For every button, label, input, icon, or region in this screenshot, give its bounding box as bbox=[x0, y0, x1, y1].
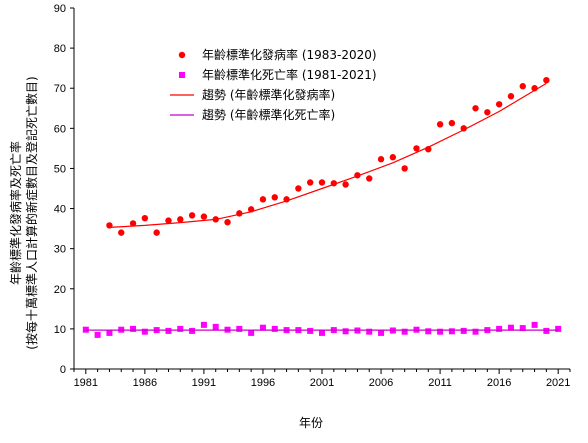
y-tick-label: 40 bbox=[54, 204, 66, 216]
series-1-point bbox=[425, 328, 432, 335]
legend-swatch-1 bbox=[179, 72, 185, 78]
y-tick-label: 50 bbox=[54, 163, 66, 175]
series-1-point bbox=[200, 321, 207, 328]
legend-label-3: 趨勢 (年齡標準化死亡率) bbox=[202, 107, 335, 122]
series-0-point bbox=[377, 156, 385, 163]
series-0-point bbox=[165, 217, 172, 224]
series-0-point bbox=[543, 77, 550, 84]
y-tick-label: 10 bbox=[54, 324, 66, 336]
series-0-point bbox=[460, 125, 467, 132]
series-1-point bbox=[248, 329, 255, 336]
series-1-point bbox=[141, 328, 148, 335]
series-0-point bbox=[224, 218, 231, 226]
series-1-point bbox=[106, 329, 113, 336]
series-1-point bbox=[378, 329, 385, 336]
x-tick-label: 2001 bbox=[310, 377, 334, 389]
series-1-point bbox=[189, 327, 196, 334]
y-tick-label: 70 bbox=[54, 83, 66, 95]
series-0-point bbox=[177, 216, 184, 223]
series-0-point bbox=[401, 165, 408, 172]
legend-label-1: 年齡標準化死亡率 (1981-2021) bbox=[202, 67, 377, 82]
series-1-point bbox=[130, 325, 137, 332]
x-tick-label: 1991 bbox=[192, 377, 216, 389]
series-1-point bbox=[342, 328, 349, 335]
y-tick-label: 90 bbox=[54, 3, 66, 15]
y-axis-title-line2: (按每十萬標準人口計算的新症數目及登記死亡數目) bbox=[24, 76, 39, 349]
x-tick-label: 1986 bbox=[133, 377, 157, 389]
series-1-point bbox=[177, 325, 184, 332]
series-1-point bbox=[472, 328, 479, 335]
series-0-point bbox=[129, 220, 137, 227]
series-1-point bbox=[531, 321, 538, 328]
y-tick-label: 80 bbox=[54, 43, 66, 55]
series-0-point bbox=[118, 229, 125, 236]
series-1-point bbox=[319, 329, 325, 336]
series-1-point bbox=[212, 323, 219, 330]
legend-label-2: 趨勢 (年齡標準化發病率) bbox=[202, 87, 335, 102]
x-tick-label: 2006 bbox=[369, 377, 393, 389]
series-1-point bbox=[401, 328, 408, 335]
y-tick-label: 30 bbox=[54, 244, 66, 256]
series-1-point bbox=[259, 324, 266, 331]
series-1-point bbox=[543, 327, 550, 334]
series-2-trend-line bbox=[109, 82, 547, 228]
legend: 年齡標準化發病率 (1983-2020) 年齡標準化死亡率 (1981-2021)… bbox=[170, 47, 377, 122]
series-1-point bbox=[507, 324, 514, 331]
y-tick-label: 60 bbox=[54, 123, 66, 135]
series-0-point bbox=[366, 175, 373, 182]
series-0-point bbox=[448, 119, 456, 127]
series-0-point bbox=[306, 179, 314, 186]
series-0-point bbox=[484, 109, 491, 116]
series-0-point bbox=[472, 105, 479, 112]
x-tick-label: 2011 bbox=[428, 377, 452, 389]
series-0-point bbox=[200, 213, 208, 220]
y-tick-label: 20 bbox=[54, 284, 66, 296]
series-0-point bbox=[495, 101, 503, 108]
series-0-point bbox=[141, 214, 149, 222]
series-1-point bbox=[94, 331, 101, 338]
series-1-point bbox=[271, 325, 278, 332]
series-0-point bbox=[259, 196, 267, 203]
x-tick-label: 1996 bbox=[251, 377, 275, 389]
y-axis-title-line1: 年齡標準化發病率及死亡率 bbox=[8, 141, 23, 285]
series-0-point bbox=[413, 145, 420, 152]
series-0-point bbox=[342, 181, 349, 188]
series-1-point bbox=[496, 325, 503, 332]
series-1-point bbox=[307, 327, 314, 334]
series-1-point bbox=[165, 327, 172, 334]
series-1-point bbox=[519, 325, 526, 332]
series-1-point bbox=[460, 327, 467, 334]
series-0-point bbox=[295, 185, 302, 192]
series-0-point bbox=[318, 179, 326, 186]
series-0-point bbox=[519, 83, 526, 90]
series-1-point bbox=[437, 328, 444, 335]
x-axis-title: 年份 bbox=[299, 416, 323, 430]
x-tick-label: 2016 bbox=[487, 377, 511, 389]
series-1-point bbox=[555, 325, 562, 332]
series-0-point bbox=[153, 229, 160, 236]
legend-swatch-0 bbox=[178, 51, 186, 59]
series-0-point bbox=[188, 212, 196, 219]
series-0-point bbox=[271, 194, 278, 201]
axes-group: 0 10 20 30 40 50 60 70 80 90 1981 1986 1991 1996 2001 2… bbox=[54, 3, 571, 389]
series-0-point bbox=[436, 121, 444, 128]
series-1-point bbox=[236, 325, 243, 332]
series-1-point bbox=[366, 328, 373, 335]
x-tick-label: 1981 bbox=[74, 377, 98, 389]
y-tick-label: 0 bbox=[60, 364, 66, 376]
series-0-point bbox=[507, 93, 515, 100]
series-group bbox=[82, 77, 562, 338]
series-1-point bbox=[448, 328, 455, 335]
legend-label-0: 年齡標準化發病率 (1983-2020) bbox=[202, 47, 377, 62]
series-0-point bbox=[389, 154, 397, 161]
x-tick-label: 2021 bbox=[546, 377, 570, 389]
